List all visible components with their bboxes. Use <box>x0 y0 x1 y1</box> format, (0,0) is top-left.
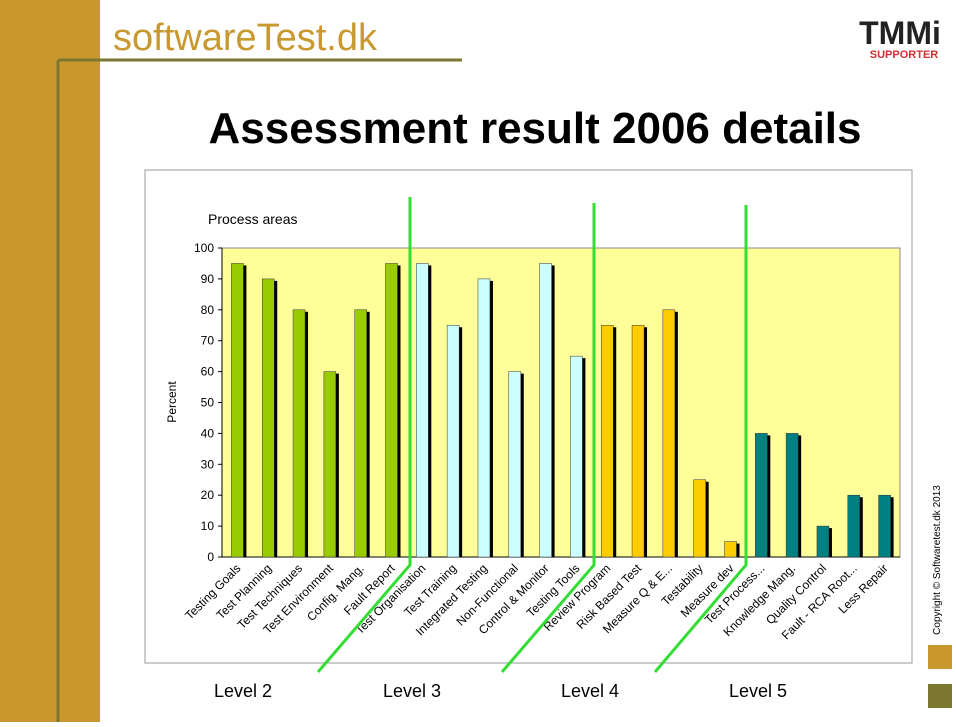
y-tick-label: 100 <box>194 241 214 255</box>
y-tick-label: 70 <box>201 334 215 348</box>
side-band <box>0 0 100 722</box>
bar <box>570 355 583 558</box>
bar <box>816 525 830 558</box>
level-label: Level 2 <box>214 681 272 701</box>
level-divider <box>316 197 412 673</box>
y-tick-label: 80 <box>201 303 215 317</box>
bar <box>631 325 645 558</box>
copyright: Copyright © Softwaretest.dk 2013 <box>932 485 943 635</box>
y-tick-label: 10 <box>201 519 215 533</box>
y-axis-label: Percent <box>165 381 179 423</box>
level-label: Level 3 <box>383 681 441 701</box>
bar <box>539 263 552 558</box>
bar <box>477 278 491 558</box>
bar <box>354 309 367 558</box>
level-divider <box>500 203 596 673</box>
y-tick-label: 40 <box>201 426 215 440</box>
bar <box>446 325 460 558</box>
bar <box>847 494 861 558</box>
bar <box>385 263 398 558</box>
bar <box>755 433 768 558</box>
level-dividers <box>316 197 748 673</box>
bar <box>231 263 244 558</box>
logo: softwareTest.dk <box>113 17 378 59</box>
y-tick-label: 90 <box>201 272 215 286</box>
deco-square <box>928 684 952 708</box>
y-tick-label: 30 <box>201 457 215 471</box>
bar <box>878 494 891 558</box>
bar <box>292 309 306 558</box>
bar <box>416 263 429 558</box>
level-label: Level 5 <box>729 681 787 701</box>
chart-title: Process areas <box>208 211 297 227</box>
slide-title: Assessment result 2006 details <box>208 104 861 153</box>
bar <box>508 371 522 558</box>
bar <box>662 309 676 558</box>
bar <box>323 371 337 558</box>
deco-square <box>928 645 952 669</box>
y-tick-label: 60 <box>201 365 215 379</box>
level-label: Level 4 <box>561 681 619 701</box>
badge-sub: SUPPORTER <box>870 49 939 61</box>
y-tick-label: 20 <box>201 488 215 502</box>
bar <box>693 479 706 558</box>
y-tick-label: 0 <box>207 550 214 564</box>
bar <box>785 433 799 558</box>
bar <box>261 278 275 558</box>
level-divider <box>653 205 748 673</box>
y-tick-label: 50 <box>201 396 215 410</box>
badge: TMMi <box>859 15 941 51</box>
bar <box>600 325 614 558</box>
bar <box>724 541 737 558</box>
